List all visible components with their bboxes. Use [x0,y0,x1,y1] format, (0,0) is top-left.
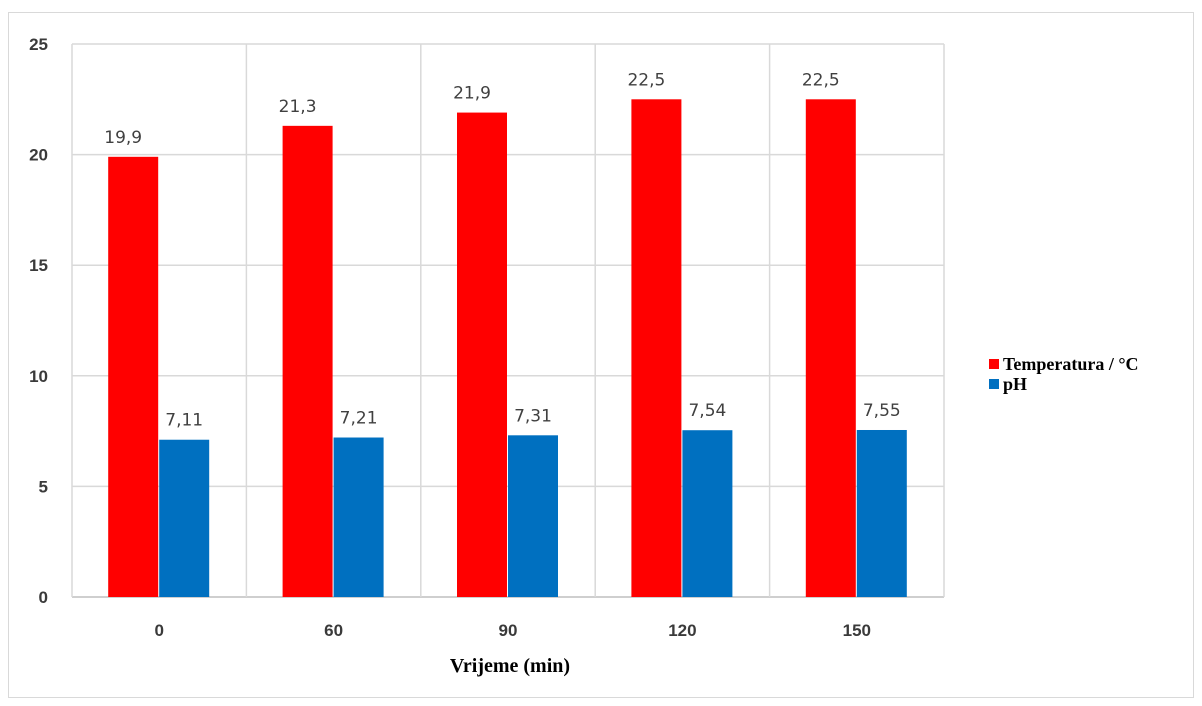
temperature-bar [805,99,856,598]
y-axis: 0 5 10 15 20 25 [29,35,48,607]
temperature-data-label: 21,3 [279,97,317,117]
legend-swatch-ph [989,379,999,389]
ph-bar [333,437,384,597]
temperature-data-label: 19,9 [104,128,142,148]
temperature-data-label: 22,5 [627,70,665,90]
x-tick-label: 120 [668,621,696,640]
ph-data-label: 7,11 [165,411,203,431]
y-tick-label: 15 [29,256,48,275]
ph-data-label: 7,21 [340,409,378,429]
x-tick-label: 0 [154,621,163,640]
legend-swatch-temperature [989,359,999,369]
ph-bar [856,429,907,597]
legend: Temperatura / °CpH [989,354,1139,394]
x-tick-label: 150 [843,621,871,640]
x-axis-title: Vrijeme (min) [450,655,570,677]
x-tick-label: 60 [324,621,343,640]
bars [108,99,907,598]
ph-bar [159,439,210,597]
gridlines [71,43,945,598]
data-labels: 19,9 7,11 21,3 7,21 21,9 7,31 22,5 7,54 22,5 7,55 [104,70,900,430]
y-tick-label: 25 [29,35,48,54]
temperature-bar [631,99,682,598]
y-tick-label: 10 [29,367,48,386]
ph-data-label: 7,55 [863,401,901,421]
temperature-bar [282,125,333,598]
ph-data-label: 7,54 [688,401,726,421]
ph-data-label: 7,31 [514,406,552,426]
legend-label-temperature: Temperatura / °C [1003,354,1139,374]
temperature-data-label: 21,9 [453,84,491,104]
ph-bar [508,435,558,597]
y-tick-label: 20 [29,146,48,165]
y-tick-label: 5 [39,477,48,496]
temperature-bar [457,112,507,598]
temperature-bar [108,156,159,597]
x-tick-label: 90 [499,621,518,640]
legend-label-ph: pH [1003,374,1027,394]
temperature-data-label: 22,5 [802,70,840,90]
y-tick-label: 0 [39,588,48,607]
x-axis: 0 60 90 120 150 [154,621,871,640]
ph-bar [682,430,733,597]
